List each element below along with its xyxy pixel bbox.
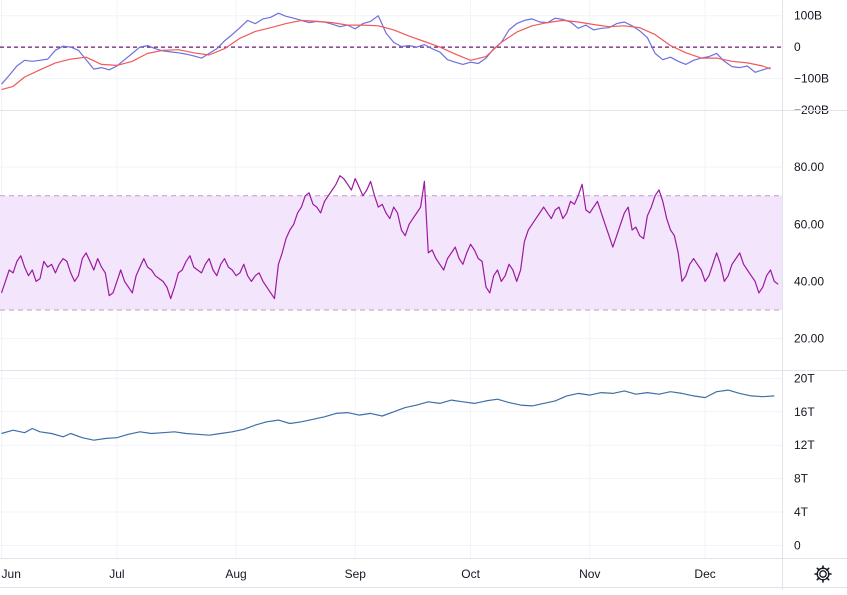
top-ytick-label: −100B [794,72,829,86]
top-ytick-label: 100B [794,9,822,23]
bottom-ytick-label: 8T [794,472,809,486]
bottom-ytick-label: 0 [794,538,801,552]
x-tick-label-jul: Jul [109,567,124,581]
gear-icon [814,565,832,583]
top-ytick-label: 0 [794,40,801,54]
x-tick-label-jun: Jun [2,567,21,581]
bottom-panel: 20T 16T 12T 8T 4T 0 [0,371,815,552]
top-series-slow [1,19,771,91]
x-tick-label-oct: Oct [461,567,480,581]
x-tick-label-dec: Dec [694,567,715,581]
settings-button[interactable] [812,563,834,585]
top-series-fast [1,12,771,85]
bottom-ytick-label: 16T [794,405,815,419]
middle-ytick-label: 40.00 [794,274,824,288]
bottom-series-cumulative [1,389,775,441]
bottom-ytick-label: 12T [794,438,815,452]
middle-ytick-label: 60.00 [794,217,824,231]
middle-ytick-label: 80.00 [794,160,824,174]
middle-panel: 80.00 60.00 40.00 20.00 [0,160,847,371]
x-tick-label-aug: Aug [225,567,246,581]
x-tick-label-nov: Nov [579,567,600,581]
middle-ytick-label: 20.00 [794,332,824,346]
middle-series-oscillator [0,175,779,300]
bottom-ytick-label: 20T [794,371,815,385]
bottom-ytick-label: 4T [794,505,809,519]
x-tick-label-sep: Sep [345,567,367,581]
rsi-band [0,195,782,310]
